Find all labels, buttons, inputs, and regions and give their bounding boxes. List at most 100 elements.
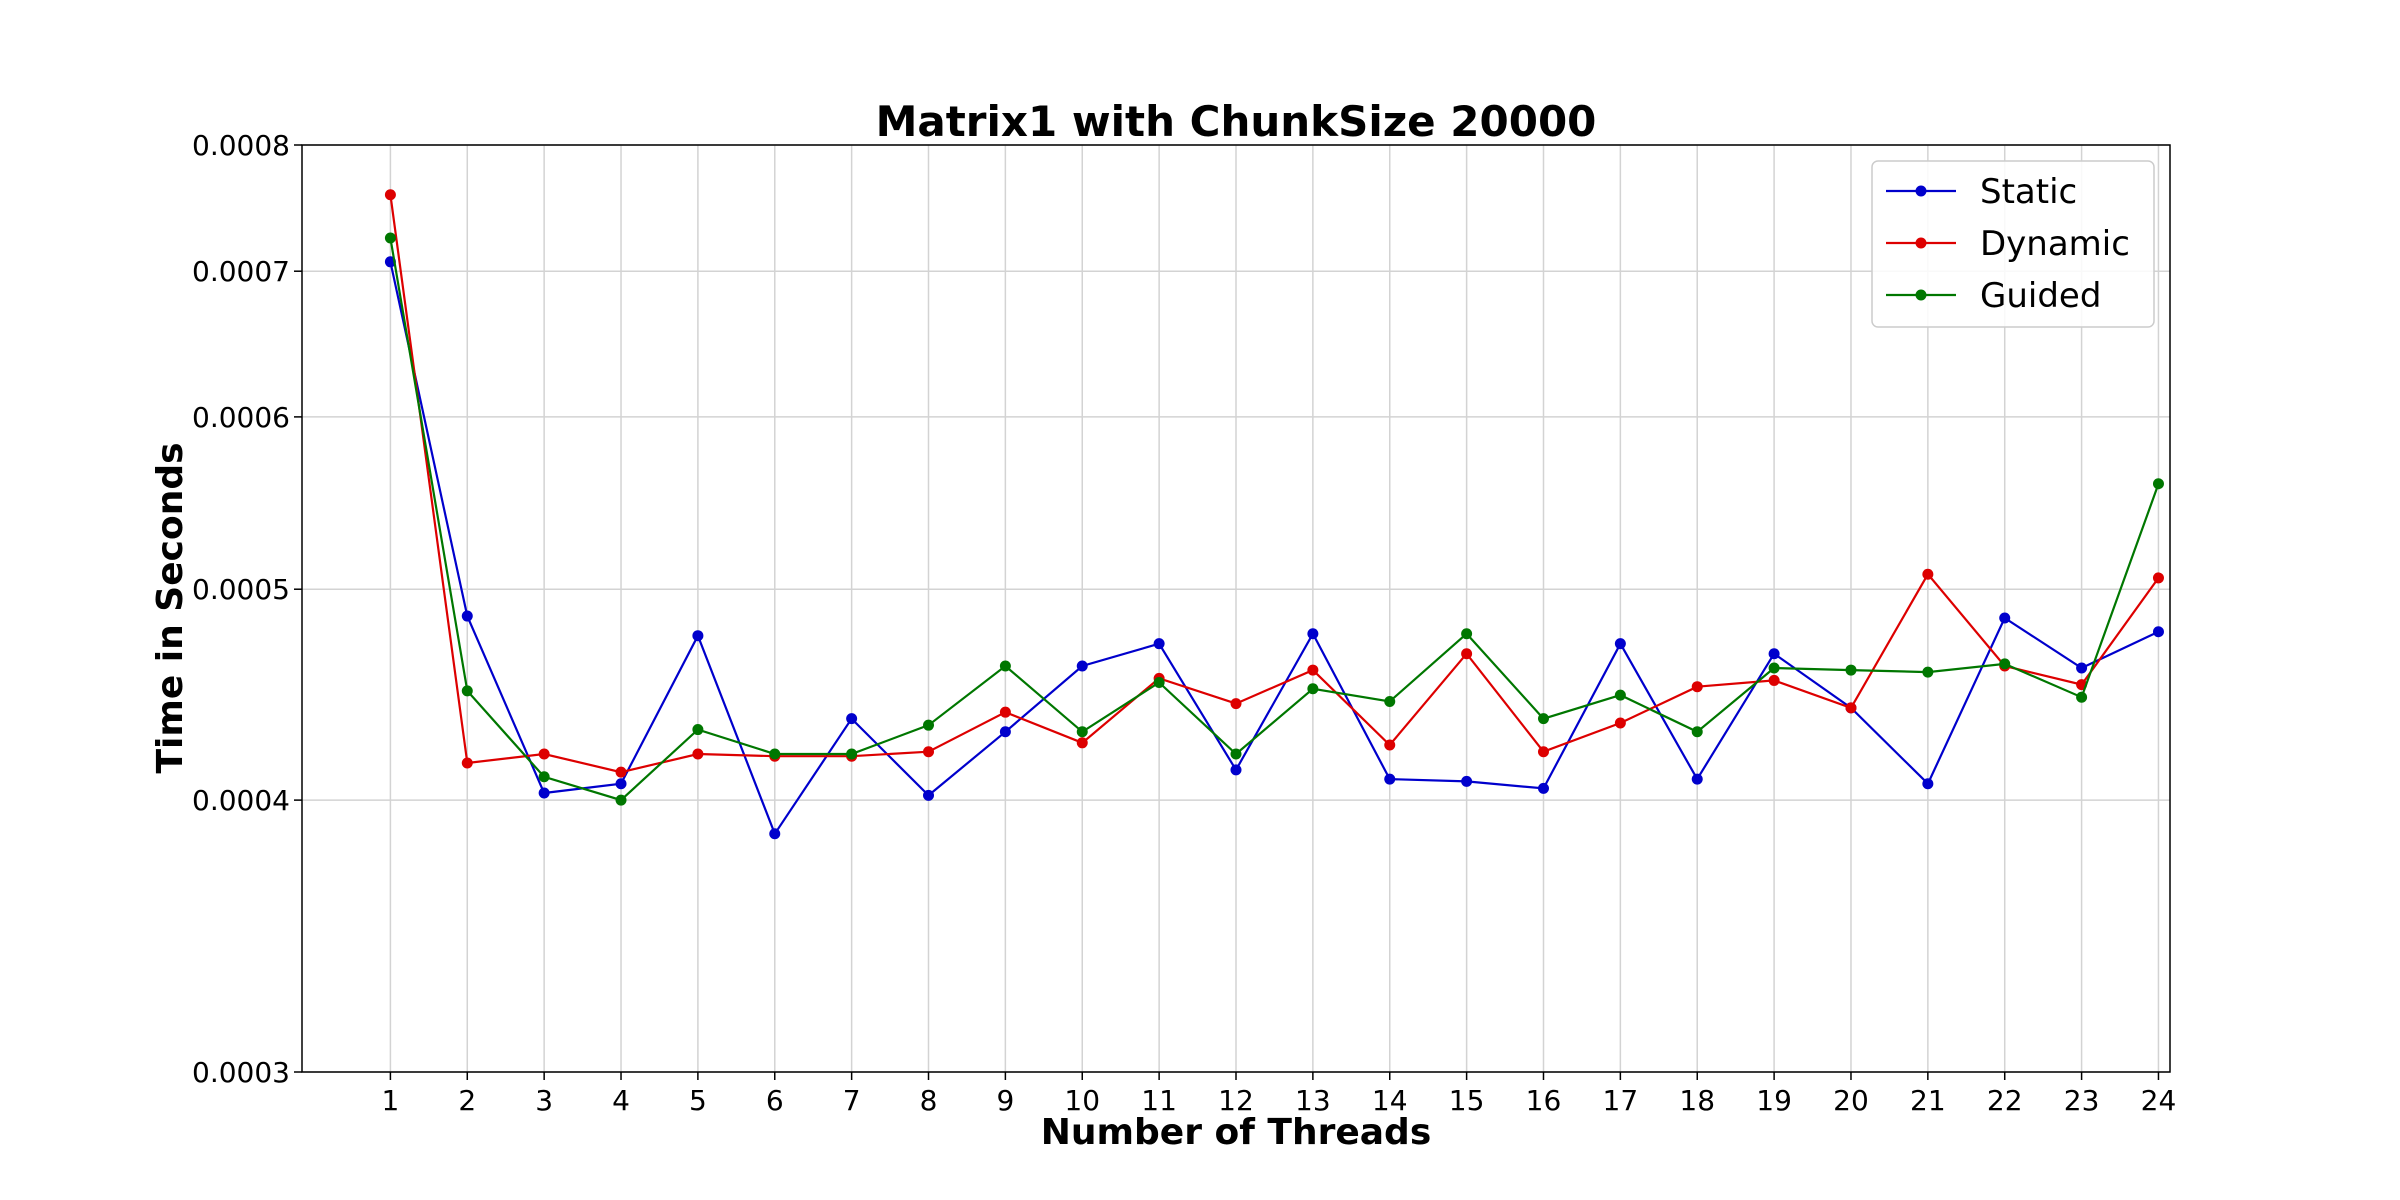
legend-box bbox=[1871, 160, 2155, 328]
legend-marker-static bbox=[1915, 185, 1927, 197]
data-point-static bbox=[1768, 648, 1780, 660]
data-point-guided bbox=[923, 719, 935, 731]
data-point-dynamic bbox=[1614, 717, 1626, 729]
data-point-dynamic bbox=[1076, 737, 1088, 749]
data-point-dynamic bbox=[615, 766, 627, 778]
x-tick-label: 12 bbox=[1218, 1084, 1254, 1117]
data-point-dynamic bbox=[384, 189, 396, 201]
y-tick-label: 0.0005 bbox=[192, 573, 290, 606]
data-point-static bbox=[999, 726, 1011, 738]
data-point-static bbox=[1230, 764, 1242, 776]
x-tick-label: 8 bbox=[920, 1084, 938, 1117]
legend-label-static: Static bbox=[1980, 172, 2077, 212]
data-point-guided bbox=[1537, 713, 1549, 725]
series-line-guided bbox=[389, 237, 2160, 802]
x-tick-label: 22 bbox=[1987, 1084, 2023, 1117]
data-point-dynamic bbox=[1922, 568, 1934, 580]
series-layer bbox=[384, 189, 2164, 840]
data-point-static bbox=[1614, 638, 1626, 650]
x-axis-label: Number of Threads bbox=[1041, 1112, 1432, 1153]
data-point-static bbox=[692, 630, 704, 642]
data-point-guided bbox=[1922, 666, 1934, 678]
series-line-static bbox=[389, 261, 2159, 837]
data-point-static bbox=[615, 778, 627, 790]
data-point-dynamic bbox=[999, 706, 1011, 718]
x-tick-label: 10 bbox=[1064, 1084, 1100, 1117]
data-point-guided bbox=[384, 232, 396, 244]
data-point-guided bbox=[1384, 695, 1396, 707]
x-tick-label: 18 bbox=[1679, 1084, 1715, 1117]
data-point-dynamic bbox=[1461, 648, 1473, 660]
x-tick-label: 15 bbox=[1449, 1084, 1485, 1117]
data-point-static bbox=[846, 713, 858, 725]
data-point-dynamic bbox=[538, 748, 550, 760]
data-point-guided bbox=[2076, 691, 2088, 703]
legend-marker-dynamic bbox=[1915, 237, 1927, 249]
data-point-guided bbox=[1230, 748, 1242, 760]
x-tick-label: 11 bbox=[1141, 1084, 1177, 1117]
data-point-guided bbox=[2152, 478, 2164, 490]
data-point-static bbox=[1691, 773, 1703, 785]
data-point-dynamic bbox=[923, 746, 935, 758]
data-point-dynamic bbox=[1384, 739, 1396, 751]
x-tick-label: 23 bbox=[2064, 1084, 2100, 1117]
y-tick-label: 0.0003 bbox=[192, 1056, 290, 1089]
data-point-dynamic bbox=[1691, 681, 1703, 693]
data-point-guided bbox=[1691, 726, 1703, 738]
data-point-dynamic bbox=[2152, 572, 2164, 584]
data-point-static bbox=[1307, 628, 1319, 640]
x-tick-label: 3 bbox=[535, 1084, 553, 1117]
x-tick-label: 14 bbox=[1372, 1084, 1408, 1117]
data-point-guided bbox=[846, 748, 858, 760]
data-point-dynamic bbox=[1768, 674, 1780, 686]
y-axis-label: Time in Seconds bbox=[150, 442, 191, 773]
legend-marker-guided bbox=[1915, 289, 1927, 301]
data-point-static bbox=[2152, 626, 2164, 638]
legend-label-dynamic: Dynamic bbox=[1980, 224, 2130, 264]
x-tick-label: 4 bbox=[612, 1084, 630, 1117]
x-tick-label: 13 bbox=[1295, 1084, 1331, 1117]
data-point-guided bbox=[1307, 683, 1319, 695]
data-point-dynamic bbox=[461, 757, 473, 769]
data-point-dynamic bbox=[1230, 698, 1242, 710]
x-tick-label: 6 bbox=[766, 1084, 784, 1117]
axis-ticks: 1 2 3 4 5 6 7 8 9 10 11 12 13 14 15 16 17 18 19 20 21 22 23 240… bbox=[192, 129, 2176, 1117]
data-point-guided bbox=[692, 724, 704, 736]
legend: Static Dynamic Guided bbox=[1871, 160, 2155, 328]
data-point-guided bbox=[1768, 662, 1780, 674]
y-tick-label: 0.0006 bbox=[192, 401, 290, 434]
x-tick-label: 24 bbox=[2141, 1084, 2177, 1117]
data-point-static bbox=[1076, 660, 1088, 672]
x-tick-label: 19 bbox=[1756, 1084, 1792, 1117]
data-point-static bbox=[2076, 662, 2088, 674]
data-point-guided bbox=[1999, 658, 2011, 670]
data-point-guided bbox=[1845, 664, 1857, 676]
data-point-static bbox=[538, 787, 550, 799]
x-tick-label: 20 bbox=[1833, 1084, 1869, 1117]
data-point-static bbox=[1999, 612, 2011, 624]
data-point-static bbox=[1384, 773, 1396, 785]
y-tick-label: 0.0008 bbox=[192, 129, 290, 162]
x-tick-label: 16 bbox=[1526, 1084, 1562, 1117]
chart-title: Matrix1 with ChunkSize 20000 bbox=[876, 97, 1597, 146]
legend-label-guided: Guided bbox=[1980, 276, 2101, 316]
data-point-static bbox=[461, 610, 473, 622]
x-tick-label: 1 bbox=[381, 1084, 399, 1117]
x-tick-label: 17 bbox=[1603, 1084, 1639, 1117]
y-tick-label: 0.0007 bbox=[192, 255, 290, 288]
x-tick-label: 5 bbox=[689, 1084, 707, 1117]
data-point-guided bbox=[999, 660, 1011, 672]
x-tick-label: 7 bbox=[843, 1084, 861, 1117]
x-tick-label: 21 bbox=[1910, 1084, 1946, 1117]
data-point-static bbox=[1153, 638, 1165, 650]
data-point-dynamic bbox=[1845, 702, 1857, 714]
data-point-static bbox=[769, 828, 781, 840]
data-point-guided bbox=[1153, 677, 1165, 689]
y-tick-label: 0.0004 bbox=[192, 784, 290, 817]
data-point-static bbox=[923, 789, 935, 801]
data-point-guided bbox=[769, 748, 781, 760]
series-line-dynamic bbox=[389, 194, 2160, 774]
data-point-dynamic bbox=[1307, 664, 1319, 676]
data-point-static bbox=[1537, 782, 1549, 794]
data-point-static bbox=[1922, 778, 1934, 790]
